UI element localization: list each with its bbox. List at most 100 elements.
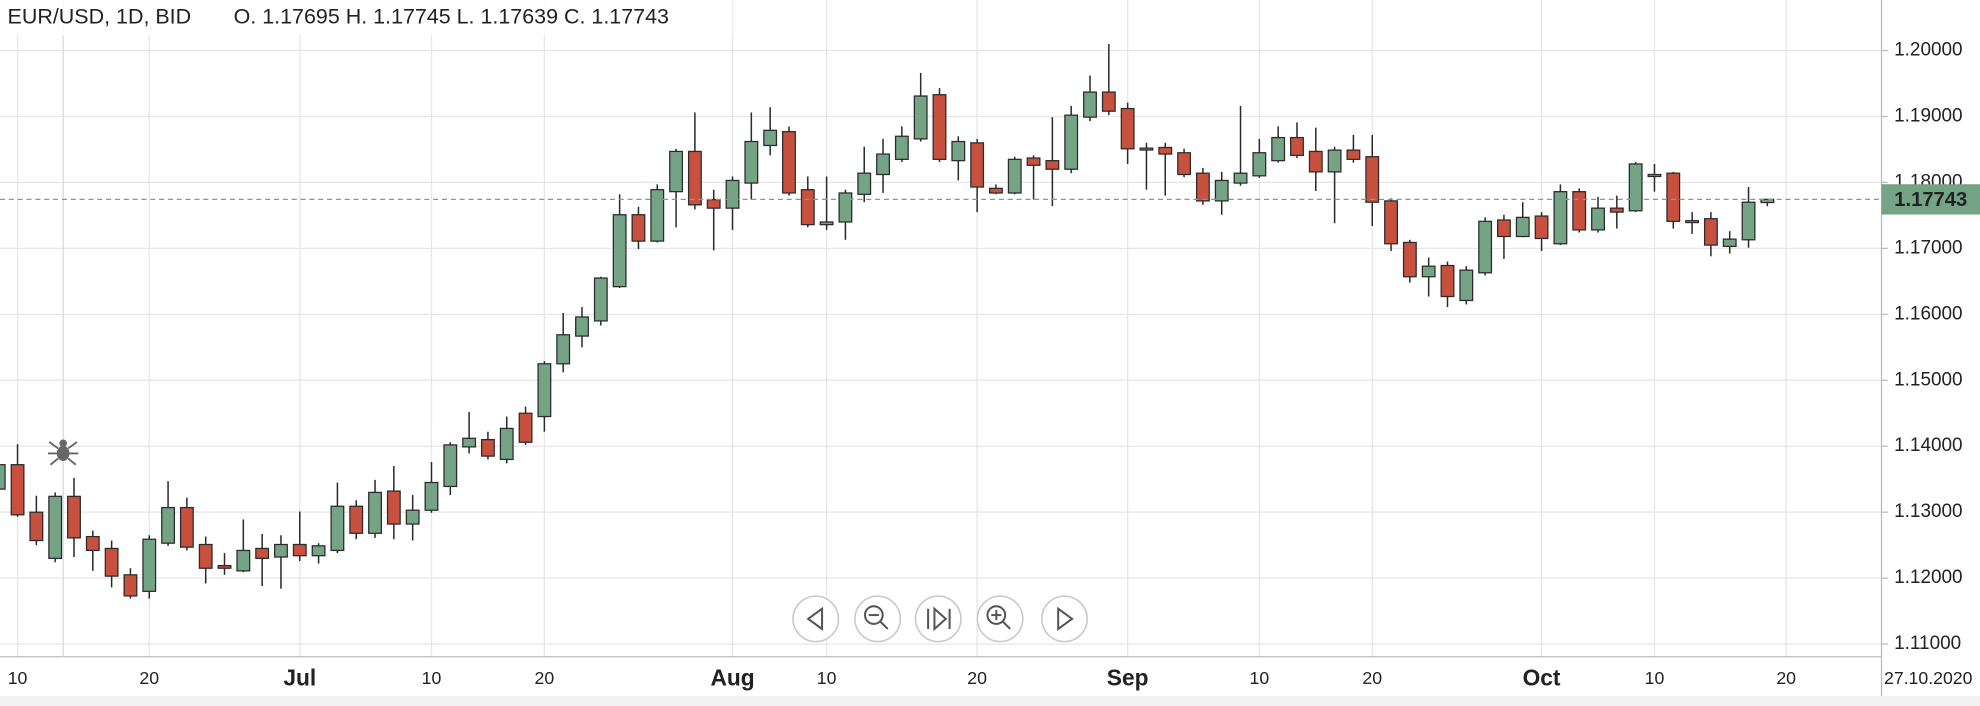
reset-button[interactable] bbox=[914, 595, 962, 643]
candle-body bbox=[1384, 200, 1398, 245]
cursor-date: 27.10.2020 bbox=[1884, 668, 1973, 688]
candle-body bbox=[1214, 179, 1229, 202]
x-tick-label: 20 bbox=[139, 668, 159, 688]
x-tick-label: Aug bbox=[710, 664, 754, 690]
candle-body bbox=[1120, 107, 1135, 150]
y-tick-label: 1.14000 bbox=[1894, 435, 1962, 456]
candle-body bbox=[462, 437, 477, 448]
candle-body bbox=[631, 214, 646, 242]
header-bg bbox=[0, 0, 733, 36]
candle-body bbox=[255, 547, 270, 559]
symbol-label: EUR/USD, 1D, BID bbox=[8, 4, 192, 28]
candle-body bbox=[1760, 198, 1775, 204]
zoom-in-button[interactable] bbox=[976, 595, 1024, 643]
candle-body bbox=[0, 464, 6, 490]
event-icon[interactable] bbox=[47, 439, 79, 466]
candle-body bbox=[1195, 172, 1210, 202]
y-tick-label: 1.12000 bbox=[1894, 567, 1962, 588]
icon bbox=[986, 605, 1007, 625]
x-tick-label: 20 bbox=[1362, 668, 1382, 688]
candle-body bbox=[1572, 191, 1587, 231]
candle-body bbox=[744, 140, 759, 184]
candle-body bbox=[782, 131, 796, 194]
x-tick-label: 10 bbox=[817, 668, 837, 688]
icon bbox=[863, 605, 884, 625]
last-price-box bbox=[1881, 184, 1980, 215]
candle-body bbox=[1402, 241, 1417, 278]
candle-body bbox=[1346, 149, 1361, 160]
candle-body bbox=[274, 543, 288, 558]
icon-head bbox=[59, 439, 67, 448]
y-tick-label: 1.17000 bbox=[1894, 237, 1962, 258]
candle-body bbox=[1722, 238, 1737, 248]
zoom-out-button[interactable] bbox=[854, 595, 902, 643]
ohlc-label: O. 1.17695 H. 1.17745 L. 1.17639 C. 1.17… bbox=[234, 4, 669, 28]
plot-area bbox=[0, 43, 1775, 599]
candle-body bbox=[1591, 207, 1605, 231]
candle-body bbox=[1478, 220, 1493, 274]
candle-body bbox=[405, 509, 420, 525]
scroll-right-button[interactable] bbox=[1041, 595, 1088, 643]
scroll-left-button[interactable] bbox=[792, 595, 840, 643]
candle-body bbox=[349, 505, 364, 534]
candle-body bbox=[1045, 160, 1060, 170]
candle-body bbox=[311, 545, 326, 557]
candle-body bbox=[687, 150, 702, 206]
x-tick-label: 20 bbox=[967, 668, 987, 688]
x-tick-label: 10 bbox=[422, 668, 442, 688]
candle-body bbox=[537, 363, 552, 418]
candle-body bbox=[179, 506, 194, 548]
last-price-label: 1.17743 bbox=[1894, 189, 1967, 211]
candle-body bbox=[29, 511, 44, 542]
icon-legs bbox=[47, 441, 79, 466]
candle-body bbox=[198, 543, 213, 569]
y-tick-label: 1.19000 bbox=[1894, 105, 1962, 126]
candle-body bbox=[217, 564, 232, 569]
candle-body bbox=[1365, 156, 1380, 203]
candle-body bbox=[161, 506, 176, 544]
candle-body bbox=[725, 179, 740, 209]
candle-body bbox=[499, 427, 514, 461]
candle-body bbox=[1271, 136, 1286, 162]
icon bbox=[927, 606, 951, 632]
candle-body bbox=[650, 189, 665, 242]
candle-body bbox=[575, 316, 589, 337]
candle-body bbox=[1139, 147, 1154, 151]
candle-body bbox=[67, 495, 81, 539]
candle-body bbox=[932, 94, 947, 160]
candle-body bbox=[1666, 172, 1681, 222]
candle-body bbox=[1007, 158, 1022, 194]
candle-body bbox=[1553, 191, 1568, 245]
x-tick-label: Sep bbox=[1107, 664, 1149, 690]
icon bbox=[806, 606, 824, 631]
y-tick-label: 1.15000 bbox=[1894, 369, 1962, 390]
candle-body bbox=[292, 543, 307, 557]
candle-body bbox=[894, 135, 909, 160]
candle-body bbox=[1290, 136, 1304, 157]
candle-body bbox=[236, 549, 251, 572]
candle-body bbox=[330, 505, 345, 552]
candle-body bbox=[142, 538, 157, 592]
x-tick-label: 10 bbox=[1250, 668, 1270, 688]
icon bbox=[1057, 606, 1074, 631]
icon-body bbox=[56, 445, 70, 461]
candle-body bbox=[800, 189, 815, 226]
y-tick-label: 1.16000 bbox=[1894, 303, 1962, 324]
candle-body bbox=[1064, 114, 1079, 170]
icon bbox=[879, 620, 889, 630]
candle-body bbox=[443, 444, 458, 488]
x-tick-label: 20 bbox=[1776, 668, 1796, 688]
candle-body bbox=[480, 439, 495, 457]
candle-body bbox=[1158, 146, 1173, 155]
candle-body bbox=[988, 187, 1003, 194]
grid bbox=[0, 0, 1882, 657]
icon bbox=[1001, 620, 1011, 630]
candle-body bbox=[669, 150, 684, 193]
candle-body bbox=[1177, 152, 1192, 176]
candle-body bbox=[1741, 201, 1756, 241]
candle-body bbox=[1515, 216, 1530, 238]
x-tick-label: 10 bbox=[1645, 668, 1665, 688]
candle-body bbox=[1703, 218, 1718, 246]
